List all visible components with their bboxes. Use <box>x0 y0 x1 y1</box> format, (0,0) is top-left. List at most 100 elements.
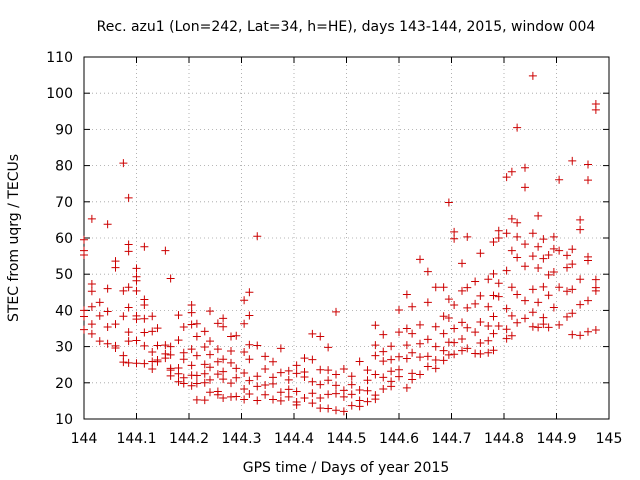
data-point <box>124 337 133 346</box>
data-point <box>347 380 356 389</box>
data-point <box>232 373 241 382</box>
data-point <box>463 344 472 353</box>
data-point <box>544 291 553 300</box>
data-point <box>240 369 249 378</box>
data-point <box>148 312 157 321</box>
data-point <box>261 365 270 374</box>
y-tick-label: 110 <box>46 50 73 66</box>
data-point <box>549 303 558 312</box>
data-point <box>213 319 222 328</box>
data-point <box>132 264 141 273</box>
data-point <box>240 395 249 404</box>
data-point <box>502 325 511 334</box>
data-point <box>395 365 403 374</box>
data-point <box>395 328 403 337</box>
data-point <box>408 375 417 384</box>
data-point <box>240 348 249 357</box>
data-point <box>148 348 157 357</box>
data-point <box>379 347 388 356</box>
data-point <box>174 311 183 320</box>
data-point <box>521 296 529 305</box>
data-point <box>316 365 325 374</box>
data-point <box>292 387 301 396</box>
data-point <box>187 320 196 329</box>
data-point <box>308 377 317 386</box>
data-point <box>213 390 222 399</box>
data-point <box>308 389 317 398</box>
data-point <box>539 254 548 263</box>
data-point <box>87 279 96 288</box>
data-point <box>534 298 543 307</box>
data-point <box>276 344 285 353</box>
data-point <box>232 331 241 340</box>
data-point <box>416 320 424 329</box>
data-point <box>395 306 403 315</box>
data-point <box>179 323 188 332</box>
y-axis-label: STEC from uqrg / TECUs <box>6 154 22 322</box>
data-point <box>124 358 133 367</box>
data-point <box>316 380 325 389</box>
data-point <box>124 247 133 256</box>
grid <box>84 57 609 419</box>
data-point <box>324 376 333 385</box>
data-point <box>192 395 201 404</box>
data-point <box>544 323 553 332</box>
data-point <box>261 352 270 361</box>
data-point <box>494 234 503 242</box>
data-point <box>124 193 133 202</box>
data-point <box>431 283 440 292</box>
data-point <box>166 371 175 380</box>
data-point <box>568 245 577 254</box>
data-point <box>444 198 453 207</box>
data-point <box>476 249 485 258</box>
data-point <box>450 350 459 359</box>
data-point <box>153 357 162 366</box>
data-point <box>528 285 537 294</box>
data-point <box>132 336 141 345</box>
data-point <box>308 329 317 338</box>
data-point <box>316 394 325 403</box>
x-tick-label: 144.3 <box>221 431 261 447</box>
data-point <box>111 344 120 353</box>
data-point <box>568 156 577 165</box>
data-point <box>179 355 188 364</box>
data-point <box>463 303 472 312</box>
data-point <box>227 346 235 355</box>
data-point <box>174 377 183 386</box>
data-point <box>387 367 396 376</box>
data-point <box>450 338 459 347</box>
y-tick-label: 80 <box>55 159 73 175</box>
y-tick-label: 20 <box>55 376 73 392</box>
data-point <box>103 284 112 293</box>
data-point <box>119 358 128 367</box>
data-point <box>371 351 380 360</box>
data-point <box>219 375 228 384</box>
data-point <box>200 369 209 378</box>
data-point <box>489 291 498 300</box>
data-point <box>232 392 241 401</box>
data-point <box>187 300 196 309</box>
data-point <box>153 341 162 350</box>
data-point <box>502 266 511 275</box>
data-point <box>80 235 88 244</box>
data-point <box>549 244 558 253</box>
data-point <box>355 357 364 366</box>
data-point <box>484 336 493 345</box>
data-point <box>227 358 235 367</box>
data-point <box>324 404 333 413</box>
data-point <box>513 253 522 262</box>
data-point <box>379 384 388 393</box>
data-point <box>576 300 585 309</box>
x-tick-label: 144.2 <box>169 431 209 447</box>
data-point <box>387 355 396 364</box>
data-point <box>324 366 333 375</box>
data-point <box>111 263 120 272</box>
data-point <box>200 327 209 336</box>
data-point <box>507 246 516 255</box>
data-point <box>140 314 149 323</box>
data-point <box>416 370 424 379</box>
data-point <box>402 383 411 392</box>
data-point <box>339 407 348 416</box>
y-tick-label: 30 <box>55 340 73 356</box>
data-point <box>476 338 485 347</box>
